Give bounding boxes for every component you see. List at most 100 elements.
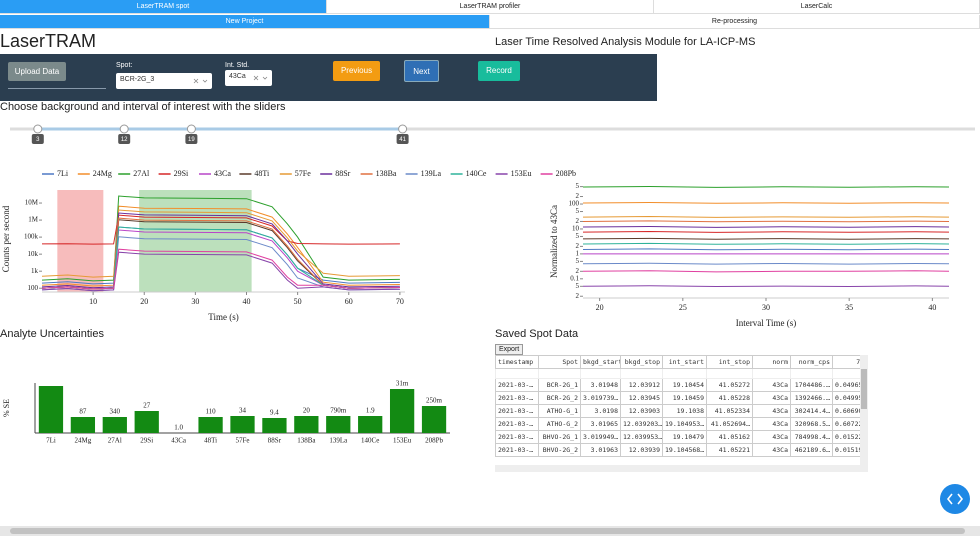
x-tick-label: 24Mg	[75, 437, 92, 445]
export-button[interactable]: Export	[495, 344, 524, 355]
table-cell: 19.104568…	[662, 443, 707, 457]
legend-label: 140Ce	[466, 169, 487, 178]
series-line	[582, 185, 950, 188]
table-cell: 784998.4…	[790, 430, 833, 444]
instruction: Choose background and interval of intere…	[0, 101, 286, 113]
table-cell: 0.015196…	[832, 443, 860, 457]
saved-heading: Saved Spot Data	[495, 328, 579, 340]
header-row: timestamp Spot bkgd_start bkgd_stop int_star…	[495, 355, 860, 369]
legend-label: 7Li	[57, 169, 69, 178]
bar-annotation: 1.9	[366, 407, 375, 415]
table-cell: 43Ca	[752, 378, 791, 392]
page-scroll-thumb[interactable]	[10, 528, 965, 534]
y-tick-label: 5	[576, 182, 580, 190]
x-tick-label: 30	[191, 297, 199, 306]
table-cell: 19.10454	[662, 378, 707, 392]
series-line	[582, 220, 950, 223]
table-cell: 0.607220…	[832, 417, 860, 431]
spot-select[interactable]: BCR-2G_3	[116, 73, 212, 89]
x-tick-label: 153Eu	[393, 437, 412, 445]
table-cell: BHVO-2G_2	[538, 443, 581, 457]
previous-button[interactable]: Previous	[333, 61, 380, 81]
table-cell: BCR-2G_2	[538, 391, 581, 405]
table-cell: 41.05272	[706, 378, 753, 392]
y-tick-label: 2	[576, 267, 580, 275]
bar-annotation: 340	[110, 408, 121, 416]
tab[interactable]: LaserCalc	[654, 0, 980, 14]
table-cell: 2021-03-…	[495, 417, 539, 431]
handle-label: 3	[36, 137, 40, 143]
bar	[326, 416, 351, 433]
series-line	[582, 230, 950, 233]
column-header: norm_cps	[790, 355, 833, 369]
legend-label: 43Ca	[214, 169, 231, 178]
slider-handle[interactable]	[119, 124, 129, 134]
filter-cell	[580, 368, 621, 379]
y-tick-label: 1M	[28, 216, 39, 224]
table-cell: 302414.4…	[790, 404, 833, 418]
y-axis-label: Counts per second	[1, 205, 11, 272]
int-std-select[interactable]: 43Ca	[225, 70, 272, 86]
tab[interactable]: LaserTRAM profiler	[327, 0, 654, 14]
y-tick-label: 10	[572, 225, 580, 233]
table-cell: 41.05162	[706, 430, 753, 444]
next-button[interactable]: Next	[404, 60, 439, 82]
bar	[262, 418, 287, 433]
y-tick-label: 5	[576, 282, 580, 290]
series-line	[41, 214, 400, 245]
tab[interactable]: LaserTRAM spot	[0, 0, 327, 14]
x-tick-label: 48Ti	[204, 437, 217, 445]
bar-annotation: 20	[303, 407, 311, 415]
table-cell: 12.03912	[620, 378, 663, 392]
slider-handle[interactable]	[398, 124, 408, 134]
column-header: Spot	[538, 355, 581, 369]
series-line	[41, 209, 400, 278]
y-tick-label: 1k	[31, 267, 39, 275]
y-tick-label: 0.1	[570, 274, 579, 282]
subtab[interactable]: Re-processing	[490, 15, 980, 29]
table-cell: 43Ca	[752, 443, 791, 457]
x-tick-label: 70	[396, 297, 404, 306]
legend-label: 29Si	[174, 169, 189, 178]
filter-cell	[495, 368, 539, 379]
table-cell: 2021-03-…	[495, 443, 539, 457]
table-row: 2021-03-… BCR-2G_2 3.019739… 12.03945 19.104…	[495, 391, 860, 405]
series-line	[582, 237, 950, 240]
legend-label: 208Pb	[556, 169, 576, 178]
record-button[interactable]: Record	[478, 61, 520, 81]
series-line	[41, 248, 400, 290]
slider-handle[interactable]	[33, 124, 43, 134]
table-cell: 19.1038	[662, 404, 707, 418]
x-axis-label: Time (s)	[208, 312, 238, 322]
upload-button[interactable]: Upload Data	[8, 62, 66, 81]
scroll-thumb[interactable]	[861, 369, 867, 409]
handle-label: 19	[188, 137, 195, 143]
table-row: 2021-03-… BCR-2G_1 3.01948 12.03912 19.10454…	[495, 378, 860, 392]
handle-label: 12	[121, 137, 128, 143]
nav-button[interactable]	[940, 484, 970, 514]
table-cell: 43Ca	[752, 404, 791, 418]
title: LaserTRAM	[0, 31, 97, 51]
page-scrollbar[interactable]	[0, 526, 980, 536]
y-tick-label: 100k	[24, 233, 39, 241]
legend-label: 27Al	[133, 169, 150, 178]
table-cell: 41.052334	[706, 404, 753, 418]
handle-label: 41	[399, 137, 406, 143]
filter-cell	[832, 368, 860, 379]
x-tick-label: 139La	[329, 437, 348, 445]
table-cell: 3.019739…	[580, 391, 621, 405]
spot-label: Spot:	[116, 62, 133, 69]
x-tick-label: 40	[243, 297, 251, 306]
slider-handle[interactable]	[186, 124, 196, 134]
table-scrollbar[interactable]	[860, 355, 868, 465]
legend-label: 139La	[421, 169, 442, 178]
legend-label: 48Ti	[254, 169, 270, 178]
table-hscrollbar[interactable]	[495, 465, 868, 472]
table-cell: 0.606906…	[832, 404, 860, 418]
column-header: timestamp	[495, 355, 539, 369]
subtab[interactable]: New Project	[0, 15, 490, 29]
y-tick-label: 10M	[25, 199, 39, 207]
column-header: norm	[752, 355, 791, 369]
bar	[198, 417, 223, 433]
y-tick-label: 1	[576, 249, 580, 257]
